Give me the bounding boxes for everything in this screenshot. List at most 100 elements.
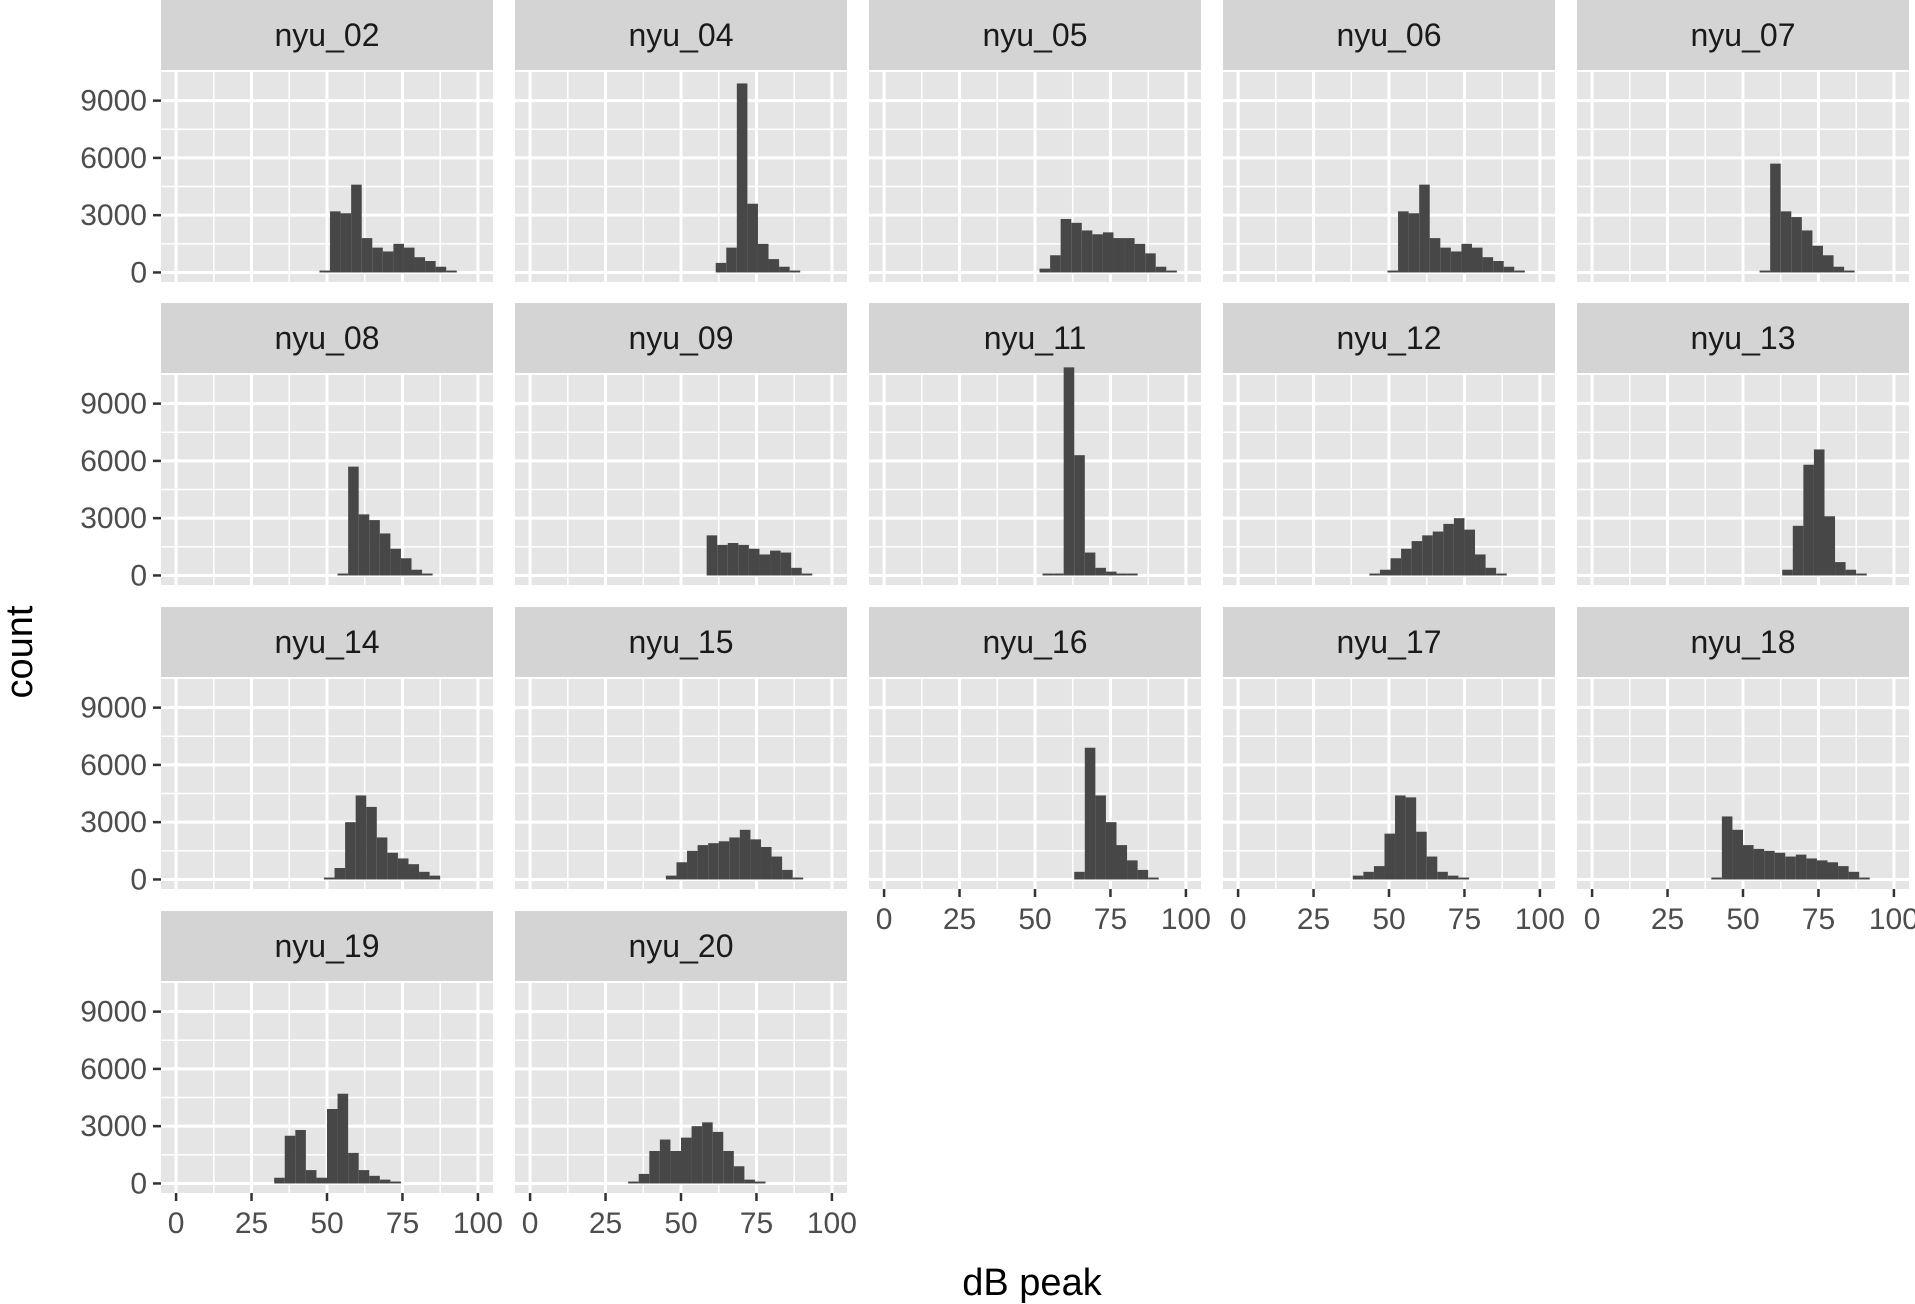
strip-background xyxy=(869,303,1201,373)
histogram-bar xyxy=(1095,567,1106,576)
histogram-bar xyxy=(1785,856,1796,880)
histogram-bar xyxy=(1856,573,1867,576)
y-tick-label: 0 xyxy=(130,559,147,592)
histogram-bar xyxy=(411,569,423,576)
histogram-bar xyxy=(414,257,426,273)
y-tick-label: 3000 xyxy=(80,199,147,232)
histogram-bar xyxy=(1408,213,1420,273)
y-tick-label: 6000 xyxy=(80,445,147,478)
histogram-bar xyxy=(422,573,433,576)
histogram-bar xyxy=(358,514,370,576)
histogram-bar xyxy=(791,567,802,576)
histogram-bars xyxy=(1782,449,1867,576)
histogram-bar xyxy=(1753,848,1765,880)
y-axis-title: count xyxy=(0,605,41,698)
histogram-bar xyxy=(1102,232,1114,273)
y-axis-nyu_02: 0 3000 6000 9000 xyxy=(80,85,161,289)
histogram-bar xyxy=(348,1152,359,1184)
histogram-bar xyxy=(361,238,373,273)
histogram-bar xyxy=(1711,877,1722,880)
histogram-bar xyxy=(780,552,792,576)
strip-label: nyu_05 xyxy=(983,17,1088,53)
histogram-bar xyxy=(739,829,751,880)
histogram-bar xyxy=(1081,230,1093,273)
histogram-bar xyxy=(1464,529,1476,576)
histogram-bar xyxy=(649,1151,660,1184)
strip-label: nyu_16 xyxy=(983,624,1088,660)
panel-nyu_02: nyu_02 xyxy=(161,0,493,282)
histogram-bar xyxy=(1447,875,1459,880)
histogram-bar xyxy=(369,520,380,576)
histogram-bar xyxy=(681,1137,692,1184)
strip-background xyxy=(515,607,847,677)
histogram-bar xyxy=(369,1175,380,1184)
histogram-bar xyxy=(1813,449,1825,576)
y-tick-label: 9000 xyxy=(80,692,147,725)
histogram-bar xyxy=(1503,266,1515,273)
histogram-bar xyxy=(687,850,698,880)
histogram-bars xyxy=(1759,163,1855,273)
histogram-bar xyxy=(284,1135,296,1184)
histogram-bar xyxy=(1063,367,1075,576)
histogram-bar xyxy=(419,871,430,880)
strip-label: nyu_15 xyxy=(629,624,734,660)
histogram-bar xyxy=(1116,845,1128,880)
x-tick-label: 50 xyxy=(310,1207,343,1240)
histogram-bar xyxy=(334,868,346,880)
histogram-bars xyxy=(1711,816,1870,880)
x-tick-label: 0 xyxy=(1230,903,1247,936)
histogram-bar xyxy=(665,875,677,880)
histogram-bar xyxy=(1514,270,1525,273)
x-tick-label: 25 xyxy=(943,903,976,936)
histogram-bar xyxy=(1416,831,1427,880)
histogram-bars xyxy=(715,83,801,273)
histogram-bar xyxy=(1844,270,1855,273)
strip-label: nyu_12 xyxy=(1337,320,1442,356)
panel-nyu_20: nyu_20 xyxy=(515,911,847,1193)
x-tick-label: 100 xyxy=(1161,903,1211,936)
histogram-bar xyxy=(1732,829,1743,880)
histogram-bar xyxy=(771,856,783,880)
strip-label: nyu_08 xyxy=(275,320,380,356)
histogram-bar xyxy=(1105,571,1117,576)
histogram-bars xyxy=(1352,795,1469,880)
panel-nyu_06: nyu_06 xyxy=(1223,0,1555,282)
x-axis-nyu_17: 0 25 50 75 100 xyxy=(1230,889,1565,936)
facet-panels: nyu_02 nyu_04 nyu_05 nyu_06 nyu_07 nyu_08 nyu_… xyxy=(161,0,1909,1193)
strip-background xyxy=(1577,0,1909,70)
histogram-bar xyxy=(1432,531,1444,576)
gridlines xyxy=(161,375,493,585)
histogram-bar xyxy=(425,261,436,273)
histogram-bar xyxy=(408,864,420,880)
histogram-bars xyxy=(323,795,441,880)
histogram-bar xyxy=(390,1181,401,1184)
histogram-bar xyxy=(1845,569,1857,576)
strip-label: nyu_20 xyxy=(629,928,734,964)
histogram-bar xyxy=(1401,548,1412,576)
gridlines xyxy=(869,72,1201,282)
histogram-bar xyxy=(1472,247,1483,273)
histogram-bar xyxy=(435,266,447,273)
histogram-bar xyxy=(1042,573,1054,576)
histogram-bar xyxy=(723,1151,734,1184)
histogram-bar xyxy=(345,822,356,880)
histogram-bar xyxy=(1127,573,1138,576)
histogram-bar xyxy=(1352,875,1364,880)
histogram-bar xyxy=(708,843,719,880)
histogram-bar xyxy=(397,858,409,880)
histogram-bar xyxy=(327,1109,338,1184)
x-tick-label: 25 xyxy=(1297,903,1330,936)
panel-nyu_19: nyu_19 xyxy=(161,911,493,1193)
strip-background xyxy=(161,303,493,373)
y-axes: 0300060009000030006000900003000600090000… xyxy=(80,85,161,1200)
histogram-bar xyxy=(330,211,341,273)
strip-background xyxy=(515,911,847,981)
histogram-bar xyxy=(379,1179,391,1184)
y-tick-label: 9000 xyxy=(80,996,147,1029)
panel-nyu_04: nyu_04 xyxy=(515,0,847,282)
x-tick-label: 50 xyxy=(1372,903,1405,936)
histogram-bar xyxy=(1395,795,1406,880)
histogram-bar xyxy=(1060,219,1072,273)
histogram-bar xyxy=(759,554,771,576)
histogram-bar xyxy=(1134,243,1146,273)
